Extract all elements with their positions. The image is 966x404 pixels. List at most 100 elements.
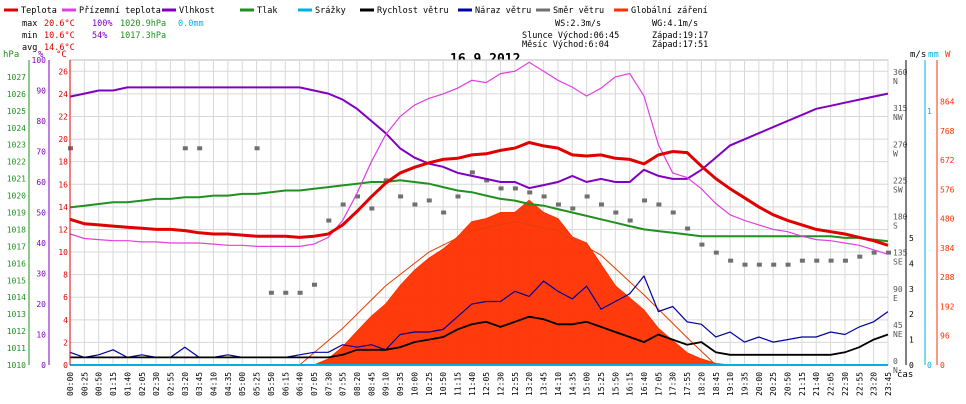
dir-tick-label: W xyxy=(893,149,898,158)
dir-point xyxy=(283,290,289,295)
pct-tick-label: 50 xyxy=(36,209,46,218)
x-tick-label: 06:40 xyxy=(296,372,305,396)
w-tick-label: 864 xyxy=(940,97,955,106)
x-tick-label: 13:20 xyxy=(525,372,534,396)
dir-point xyxy=(340,202,346,207)
dir-point xyxy=(297,290,303,295)
x-tick-label: 13:45 xyxy=(540,372,549,396)
dir-point xyxy=(182,146,188,151)
dir-point xyxy=(383,178,389,183)
x-tick-label: 01:15 xyxy=(109,372,118,396)
x-tick-label: 07:05 xyxy=(310,372,319,396)
humidity-line xyxy=(69,86,889,190)
x-tick-label: 14:35 xyxy=(568,372,577,396)
stats-min-hum: 54% xyxy=(92,31,107,41)
w-tick-label: 672 xyxy=(940,156,955,165)
stats-min-temp: 10.6°C xyxy=(44,31,75,41)
pct-tick-label: 90 xyxy=(36,87,46,96)
x-tick-label: 21:15 xyxy=(798,372,807,396)
degc-tick-label: 8 xyxy=(63,271,68,280)
dir-point xyxy=(842,258,848,263)
x-tick-label: 16:15 xyxy=(626,372,635,396)
x-tick-label: 00:50 xyxy=(95,372,104,396)
legend-label: Rychlost větru xyxy=(377,6,449,16)
moonrise-text: Měsíc Východ:6:04 xyxy=(522,40,609,50)
x-tick-label: 16:40 xyxy=(640,372,649,396)
hpa-tick-label: 1021 xyxy=(7,175,26,184)
x-tick-label: 05:50 xyxy=(267,372,276,396)
dir-tick-label: NE xyxy=(893,330,903,339)
pct-tick-label: 60 xyxy=(36,178,46,187)
x-tick-label: 10:25 xyxy=(425,372,434,396)
pressure-line xyxy=(69,179,889,243)
pct-tick-label: 10 xyxy=(36,331,46,340)
x-tick-label: 06:15 xyxy=(281,372,290,396)
x-tick-label: 12:55 xyxy=(511,372,520,396)
hpa-tick-label: 1011 xyxy=(7,344,26,353)
dir-point xyxy=(441,210,447,215)
dir-point xyxy=(426,198,432,203)
x-tick-label: 17:05 xyxy=(654,372,663,396)
dir-point xyxy=(469,170,475,175)
dir-point xyxy=(799,258,805,263)
x-tick-label: 12:30 xyxy=(497,372,506,396)
dir-tick-label: 360 xyxy=(893,68,908,77)
stats-block: max 20.6°C 100% 1020.9hPa 0.0mm min 10.6… xyxy=(22,19,204,53)
x-tick-label: 17:55 xyxy=(683,372,692,396)
ms-tick-label: 4 xyxy=(909,259,914,268)
hpa-tick-label: 1022 xyxy=(7,158,26,167)
degc-tick-label: 4 xyxy=(63,316,68,325)
degc-tick-label: 26 xyxy=(58,67,68,76)
w-tick-label: 768 xyxy=(940,127,955,136)
x-tick-label: 09:35 xyxy=(396,372,405,396)
pct-tick-label: 40 xyxy=(36,239,46,248)
x-tick-label: 18:20 xyxy=(697,372,706,396)
x-tick-label: 20:50 xyxy=(784,372,793,396)
dir-tick-label: N xyxy=(893,77,898,86)
dir-tick-label: 135 xyxy=(893,249,908,258)
x-tick-label: 11:15 xyxy=(453,372,462,396)
sunrise-text: Slunce Východ:06:45 xyxy=(522,31,619,41)
wg-text: WG:4.1m/s xyxy=(652,19,698,29)
degc-tick-label: 20 xyxy=(58,135,68,144)
degc-tick-label: 6 xyxy=(63,293,68,302)
degc-tick-label: 10 xyxy=(58,248,68,257)
dir-point xyxy=(326,218,332,223)
w-tick-label: 0 xyxy=(940,361,945,370)
ms-tick-label: 0 xyxy=(909,361,914,370)
x-tick-label: 18:45 xyxy=(712,372,721,396)
ms-tick-label: 3 xyxy=(909,285,914,294)
dir-point xyxy=(254,146,260,151)
dir-point xyxy=(742,262,748,267)
dir-point xyxy=(699,242,705,247)
x-tick-label: 09:10 xyxy=(382,372,391,396)
hpa-tick-label: 1024 xyxy=(7,124,26,133)
sunset-text: Západ:19:17 xyxy=(652,31,708,41)
dir-tick-label: N xyxy=(893,366,898,375)
hpa-tick-label: 1015 xyxy=(7,276,26,285)
pct-header: % xyxy=(38,50,44,60)
degc-tick-label: 2 xyxy=(63,338,68,347)
dir-tick-label: 270 xyxy=(893,140,908,149)
x-tick-label: 03:20 xyxy=(181,372,190,396)
x-tick-label: 23:20 xyxy=(870,372,879,396)
hpa-tick-label: 1026 xyxy=(7,90,26,99)
dir-point xyxy=(871,250,877,255)
dir-point xyxy=(197,146,203,151)
x-tick-label: 19:35 xyxy=(740,372,749,396)
dir-point xyxy=(369,206,375,211)
legend-label: Tlak xyxy=(257,6,277,16)
dir-point xyxy=(756,262,762,267)
pct-tick-label: 80 xyxy=(36,117,46,126)
dir-tick-label: SE xyxy=(893,258,903,267)
stats-max-hum: 100% xyxy=(92,19,112,29)
dir-point xyxy=(527,190,533,195)
dir-point xyxy=(412,202,418,207)
w-tick-label: 384 xyxy=(940,244,955,253)
degc-tick-label: 14 xyxy=(58,203,68,212)
degc-tick-label: 24 xyxy=(58,90,68,99)
dir-point xyxy=(670,210,676,215)
x-tick-label: 19:10 xyxy=(726,372,735,396)
